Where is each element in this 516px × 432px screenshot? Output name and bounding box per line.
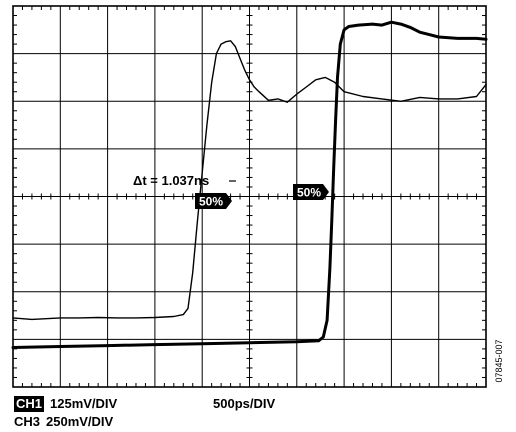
- ch1-tag: CH1: [14, 396, 45, 412]
- delta-t-label: Δt = 1.037ns: [133, 173, 209, 188]
- timebase-label: 500ps/DIV: [213, 396, 275, 412]
- graticule: [12, 5, 487, 388]
- marker-left-label: 50%: [199, 195, 223, 209]
- figure-id: 07845-007: [492, 330, 506, 392]
- traces: [11, 20, 488, 349]
- marker-right-label: 50%: [297, 186, 321, 200]
- figure-id-text: 07845-007: [494, 339, 504, 383]
- ch3-tag: CH3: [14, 414, 41, 429]
- marker-right-box: [293, 184, 329, 200]
- ch3-trace: [11, 20, 488, 349]
- ch3-scale-row: CH3 250mV/DIV: [14, 414, 113, 430]
- ch3-scale: 250mV/DIV: [46, 414, 114, 429]
- ch1-scale: 125mV/DIV: [50, 396, 118, 411]
- timebase-value: 500ps/DIV: [213, 396, 276, 411]
- ch1-scale-row: CH1 125mV/DIV: [14, 396, 117, 412]
- marker-left-box: [195, 193, 232, 209]
- annotations: Δt = 1.037ns 50% 50%: [133, 173, 329, 209]
- ch1-trace: [12, 40, 487, 321]
